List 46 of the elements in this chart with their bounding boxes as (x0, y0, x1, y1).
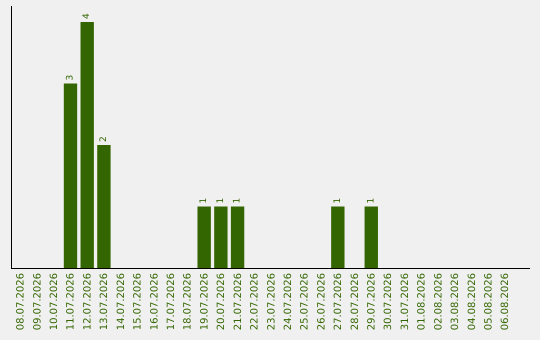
x-tick-label: 26.07.2026 (316, 273, 328, 330)
x-tick-label: 19.07.2026 (199, 273, 210, 330)
x-tick-label: 04.08.2026 (466, 273, 478, 330)
x-tick-label: 16.07.2026 (149, 273, 160, 330)
data-label: 1 (366, 198, 376, 204)
data-label: 1 (216, 198, 226, 204)
x-tick-label: 17.07.2026 (166, 273, 177, 330)
x-tick-label: 10.07.2026 (49, 273, 60, 330)
x-tick-label: 09.07.2026 (32, 273, 44, 330)
x-tick-label: 24.07.2026 (282, 273, 294, 330)
x-tick-label: 27.07.2026 (333, 273, 344, 330)
bar (64, 83, 78, 268)
x-tick-label: 23.07.2026 (266, 273, 278, 330)
bar (197, 206, 211, 268)
x-tick-label: 18.07.2026 (182, 273, 194, 330)
x-tick-label: 29.07.2026 (366, 273, 378, 330)
x-tick-label: 30.07.2026 (383, 273, 394, 330)
x-tick-label: 12.07.2026 (82, 273, 94, 330)
bar (331, 206, 345, 268)
x-tick-label: 02.08.2026 (433, 273, 444, 330)
x-tick-label: 20.07.2026 (216, 273, 228, 330)
bar (97, 145, 111, 268)
x-tick-label: 25.07.2026 (300, 273, 311, 330)
data-label: 4 (82, 12, 92, 19)
x-tick-label: 03.08.2026 (450, 273, 462, 330)
data-label: 1 (199, 198, 210, 204)
x-tick-label: 15.07.2026 (132, 273, 144, 330)
bar (80, 22, 94, 268)
data-label: 3 (65, 74, 76, 80)
data-label: 2 (98, 136, 109, 142)
x-tick-label: 31.07.2026 (400, 273, 411, 330)
x-tick-label: 06.08.2026 (500, 273, 512, 330)
x-tick-label: 11.07.2026 (66, 273, 77, 330)
x-tick-label: 08.07.2026 (16, 273, 27, 330)
x-tick-label: 22.07.2026 (250, 273, 261, 330)
data-label: 1 (332, 198, 343, 204)
data-label: 1 (232, 198, 243, 204)
bar (364, 206, 378, 268)
bar (230, 206, 244, 268)
x-tick-label: 14.07.2026 (116, 273, 127, 330)
x-tick-label: 28.07.2026 (350, 273, 361, 330)
x-tick-label: 21.07.2026 (232, 273, 244, 330)
x-tick-label: 05.08.2026 (483, 273, 494, 330)
x-tick-label: 01.08.2026 (416, 273, 428, 330)
x-tick-label: 13.07.2026 (99, 273, 110, 330)
bar (214, 206, 228, 268)
